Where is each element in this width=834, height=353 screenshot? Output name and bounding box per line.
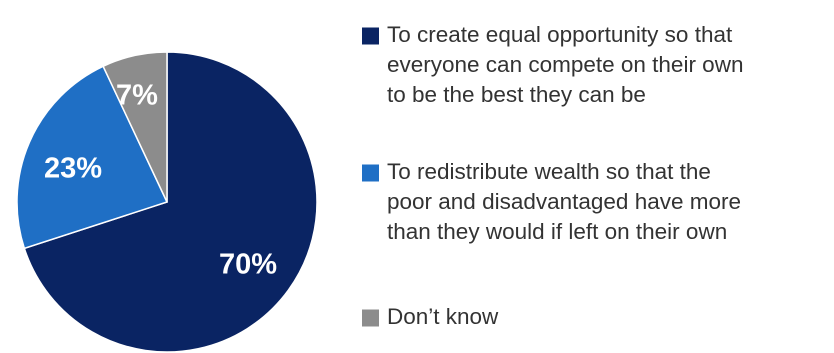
slice-labels: 70% 23% 7%: [44, 80, 277, 281]
legend-label: everyone can compete on their own: [387, 52, 743, 77]
pie-slices: [16, 51, 318, 353]
legend-label: To redistribute wealth so that the: [387, 159, 711, 184]
legend-marker: [362, 27, 379, 45]
legend: To create equal opportunity so that every…: [362, 22, 743, 329]
legend-entry: Don’t know: [362, 304, 499, 329]
pie-slice: [102, 51, 168, 203]
legend-label: poor and disadvantaged have more: [387, 189, 741, 214]
legend-label: than they would if left on their own: [387, 219, 727, 244]
legend-label: Don’t know: [387, 304, 499, 329]
legend-label: To create equal opportunity so that: [387, 22, 733, 47]
pie-slice: [23, 51, 318, 353]
legend-marker: [362, 309, 379, 327]
slice-value-label: 7%: [116, 80, 158, 112]
legend-label: to be the best they can be: [387, 82, 646, 107]
legend-marker: [362, 164, 379, 182]
pie-slice: [16, 65, 169, 250]
slice-value-label: 70%: [219, 249, 277, 281]
legend-entry: To create equal opportunity so that every…: [362, 22, 743, 107]
legend-entry: To redistribute wealth so that the poor a…: [362, 159, 741, 244]
slice-value-label: 23%: [44, 153, 102, 185]
